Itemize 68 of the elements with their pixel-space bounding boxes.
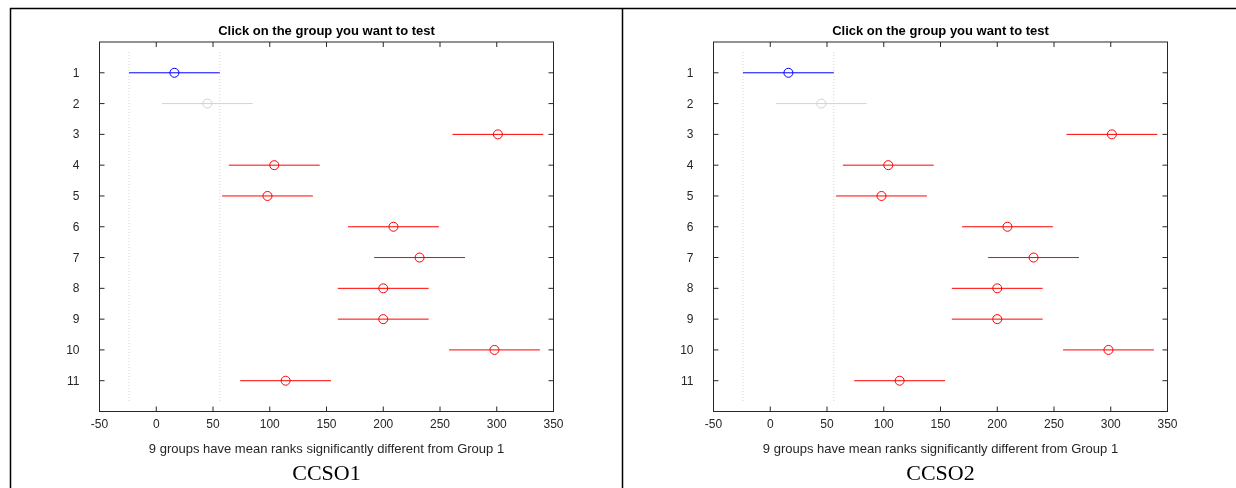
point [388,221,399,232]
y-tick-label: 10 [680,342,694,357]
x-tick-label: 350 [543,416,564,431]
y-tick-label: 6 [686,219,694,234]
y-tick-label: 2 [686,96,694,111]
point [489,344,500,355]
point [876,190,887,201]
point [492,129,503,140]
y-tick-label: 1 [686,65,694,80]
x-tick-label: 100 [873,416,895,431]
point [992,314,1003,325]
x-tick-label: -50 [90,416,109,431]
point [414,252,425,263]
x-axis-title: 9 groups have mean ranks significantly different from Group 1 [148,440,505,456]
y-tick-label: 7 [686,250,694,265]
y-tick-label: 2 [72,96,80,111]
y-tick-label: 10 [66,342,80,357]
x-tick-label: -50 [704,416,723,431]
y-tick-label: 1 [72,65,80,80]
x-tick-label: 300 [1100,416,1122,431]
text: CCSO1 [292,460,361,485]
y-tick-label: 4 [686,158,694,173]
chart-title: Click on the group you want to test [832,23,1050,38]
y-tick-label: 8 [686,281,694,296]
x-tick-label: 150 [930,416,951,431]
point [378,283,389,294]
point [816,98,827,109]
chart-title: Click on the group you want to test [218,23,436,38]
y-tick-label: 5 [72,188,80,203]
y-tick-label: 7 [72,250,80,265]
point [883,160,894,171]
point [1103,344,1114,355]
y-tick-label: 9 [686,312,694,327]
point [992,283,1003,294]
y-tick-label: 3 [72,127,80,142]
point [169,67,180,78]
x-tick-label: 0 [766,416,774,431]
point [262,190,273,201]
x-tick-label: 150 [316,416,337,431]
point [269,160,280,171]
x-tick-label: 50 [820,416,834,431]
point [783,67,794,78]
x-axis-title: 9 groups have mean ranks significantly different from Group 1 [762,440,1119,456]
y-tick-label: 9 [72,312,80,327]
x-tick-label: 0 [152,416,160,431]
y-tick-label: 5 [686,188,694,203]
point [202,98,213,109]
y-tick-label: 11 [681,373,694,388]
y-tick-label: 11 [67,373,80,388]
x-tick-label: 250 [1043,416,1065,431]
x-tick-label: 200 [987,416,1008,431]
x-tick-label: 300 [486,416,508,431]
y-tick-label: 8 [72,281,80,296]
x-tick-label: 100 [259,416,281,431]
point [280,375,291,386]
x-tick-label: 50 [206,416,220,431]
x-tick-label: 350 [1157,416,1178,431]
x-tick-label: 250 [429,416,451,431]
point [1106,129,1117,140]
y-tick-label: 4 [72,158,80,173]
y-tick-label: 6 [72,219,80,234]
point [1028,252,1039,263]
point [894,375,905,386]
x-tick-label: 200 [373,416,394,431]
text: CCSO2 [906,460,975,485]
point [1002,221,1013,232]
y-tick-label: 3 [686,127,694,142]
point [378,314,389,325]
